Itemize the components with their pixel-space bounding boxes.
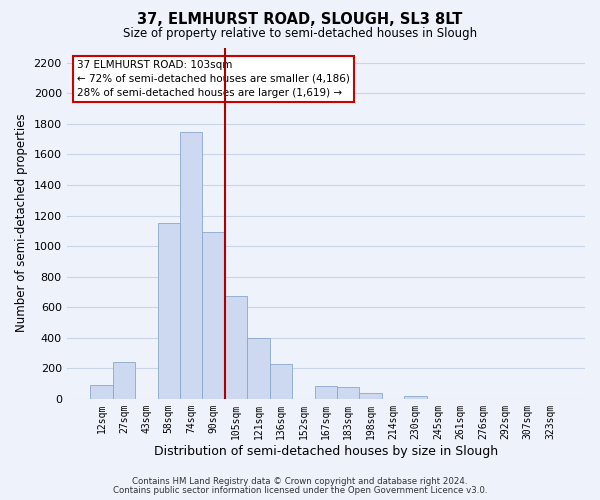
Bar (158, 223, 180, 399)
Bar (314, 386, 337, 399)
Bar (270, 364, 292, 399)
Bar (247, 338, 270, 399)
Bar (180, 132, 202, 399)
Bar (359, 394, 382, 399)
Bar (90, 385, 113, 399)
Bar (113, 362, 135, 399)
Y-axis label: Number of semi-detached properties: Number of semi-detached properties (15, 114, 28, 332)
X-axis label: Distribution of semi-detached houses by size in Slough: Distribution of semi-detached houses by … (154, 444, 498, 458)
Text: Contains HM Land Registry data © Crown copyright and database right 2024.: Contains HM Land Registry data © Crown c… (132, 477, 468, 486)
Bar (337, 388, 359, 399)
Text: 37, ELMHURST ROAD, SLOUGH, SL3 8LT: 37, ELMHURST ROAD, SLOUGH, SL3 8LT (137, 12, 463, 28)
Text: Contains public sector information licensed under the Open Government Licence v3: Contains public sector information licen… (113, 486, 487, 495)
Bar (225, 296, 247, 399)
Bar (404, 396, 427, 399)
Bar (202, 232, 225, 399)
Text: 37 ELMHURST ROAD: 103sqm
← 72% of semi-detached houses are smaller (4,186)
28% o: 37 ELMHURST ROAD: 103sqm ← 72% of semi-d… (77, 60, 350, 98)
Text: Size of property relative to semi-detached houses in Slough: Size of property relative to semi-detach… (123, 28, 477, 40)
